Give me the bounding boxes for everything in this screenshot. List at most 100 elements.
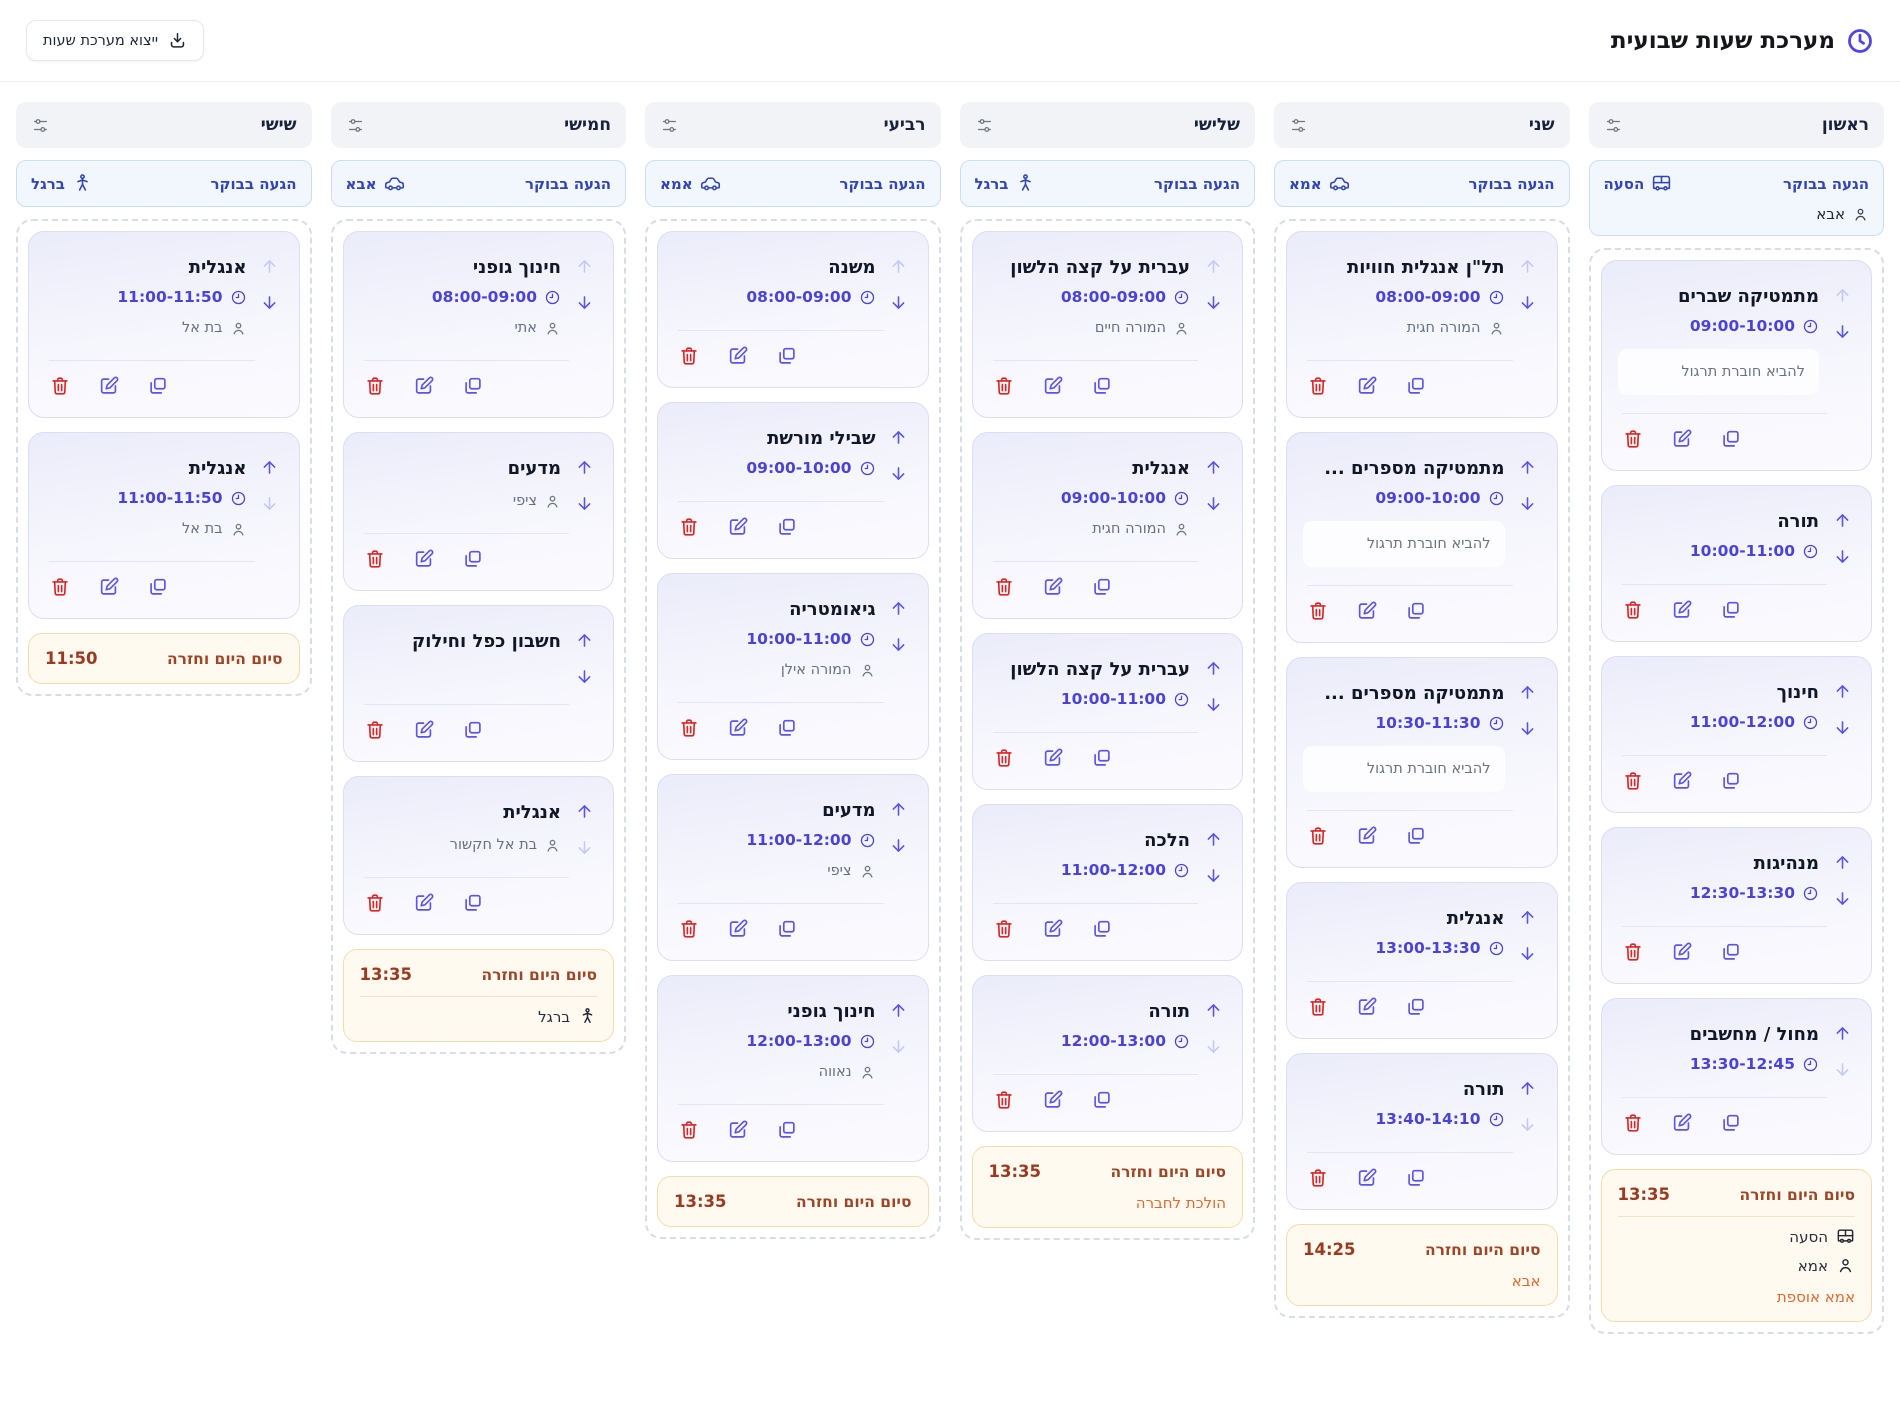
move-down-button[interactable] [575,667,594,686]
duplicate-button[interactable] [1405,375,1427,397]
move-up-button[interactable] [889,800,908,819]
move-down-button[interactable] [1833,322,1852,341]
edit-button[interactable] [1356,600,1378,622]
edit-button[interactable] [727,345,749,367]
delete-button[interactable] [678,918,700,940]
edit-button[interactable] [1671,770,1693,792]
edit-button[interactable] [727,918,749,940]
delete-button[interactable] [1307,825,1329,847]
move-up-button[interactable] [1833,1024,1852,1043]
duplicate-button[interactable] [776,717,798,739]
move-down-button[interactable] [575,838,594,857]
move-up-button[interactable] [1204,830,1223,849]
delete-button[interactable] [1622,428,1644,450]
edit-button[interactable] [727,516,749,538]
move-down-button[interactable] [1518,944,1537,963]
move-down-button[interactable] [1833,1060,1852,1079]
export-schedule-button[interactable]: ייצוא מערכת שעות [26,20,205,61]
move-up-button[interactable] [575,631,594,650]
move-down-button[interactable] [1518,494,1537,513]
move-up-button[interactable] [1204,1001,1223,1020]
edit-button[interactable] [413,892,435,914]
move-up-button[interactable] [1518,908,1537,927]
move-down-button[interactable] [1518,1115,1537,1134]
move-up-button[interactable] [1518,458,1537,477]
move-down-button[interactable] [1833,547,1852,566]
move-up-button[interactable] [1204,257,1223,276]
delete-button[interactable] [364,892,386,914]
move-up-button[interactable] [575,257,594,276]
delete-button[interactable] [364,719,386,741]
duplicate-button[interactable] [776,1119,798,1141]
move-down-button[interactable] [1204,293,1223,312]
edit-button[interactable] [1671,941,1693,963]
duplicate-button[interactable] [1720,770,1742,792]
move-up-button[interactable] [1204,659,1223,678]
duplicate-button[interactable] [1720,428,1742,450]
move-up-button[interactable] [1518,1079,1537,1098]
delete-button[interactable] [364,548,386,570]
move-up-button[interactable] [889,599,908,618]
delete-button[interactable] [1622,1112,1644,1134]
move-up-button[interactable] [260,458,279,477]
delete-button[interactable] [1622,770,1644,792]
edit-button[interactable] [1671,1112,1693,1134]
day-settings-button[interactable] [31,116,50,135]
move-down-button[interactable] [889,293,908,312]
duplicate-button[interactable] [147,576,169,598]
delete-button[interactable] [1307,600,1329,622]
duplicate-button[interactable] [462,892,484,914]
edit-button[interactable] [413,548,435,570]
duplicate-button[interactable] [1091,918,1113,940]
edit-button[interactable] [727,717,749,739]
delete-button[interactable] [49,375,71,397]
delete-button[interactable] [993,747,1015,769]
day-settings-button[interactable] [1289,116,1308,135]
delete-button[interactable] [993,576,1015,598]
move-up-button[interactable] [1833,682,1852,701]
move-down-button[interactable] [575,293,594,312]
edit-button[interactable] [1042,918,1064,940]
move-up-button[interactable] [1833,511,1852,530]
delete-button[interactable] [1307,996,1329,1018]
duplicate-button[interactable] [1405,600,1427,622]
duplicate-button[interactable] [1720,599,1742,621]
duplicate-button[interactable] [776,918,798,940]
delete-button[interactable] [678,1119,700,1141]
edit-button[interactable] [1042,747,1064,769]
duplicate-button[interactable] [1091,747,1113,769]
move-down-button[interactable] [1833,718,1852,737]
duplicate-button[interactable] [147,375,169,397]
edit-button[interactable] [1042,576,1064,598]
move-down-button[interactable] [260,494,279,513]
move-up-button[interactable] [889,428,908,447]
day-settings-button[interactable] [346,116,365,135]
duplicate-button[interactable] [1720,1112,1742,1134]
edit-button[interactable] [1356,375,1378,397]
move-down-button[interactable] [1204,1037,1223,1056]
move-up-button[interactable] [1833,286,1852,305]
delete-button[interactable] [1622,599,1644,621]
edit-button[interactable] [1671,428,1693,450]
duplicate-button[interactable] [1405,825,1427,847]
move-down-button[interactable] [1518,293,1537,312]
move-down-button[interactable] [1204,695,1223,714]
duplicate-button[interactable] [1405,1167,1427,1189]
duplicate-button[interactable] [1091,375,1113,397]
duplicate-button[interactable] [462,375,484,397]
delete-button[interactable] [1307,375,1329,397]
duplicate-button[interactable] [462,719,484,741]
edit-button[interactable] [98,375,120,397]
delete-button[interactable] [993,918,1015,940]
move-up-button[interactable] [1204,458,1223,477]
day-settings-button[interactable] [975,116,994,135]
move-up-button[interactable] [260,257,279,276]
move-down-button[interactable] [260,293,279,312]
day-settings-button[interactable] [1604,116,1623,135]
delete-button[interactable] [678,516,700,538]
delete-button[interactable] [364,375,386,397]
edit-button[interactable] [727,1119,749,1141]
delete-button[interactable] [49,576,71,598]
move-up-button[interactable] [575,802,594,821]
move-up-button[interactable] [1518,683,1537,702]
